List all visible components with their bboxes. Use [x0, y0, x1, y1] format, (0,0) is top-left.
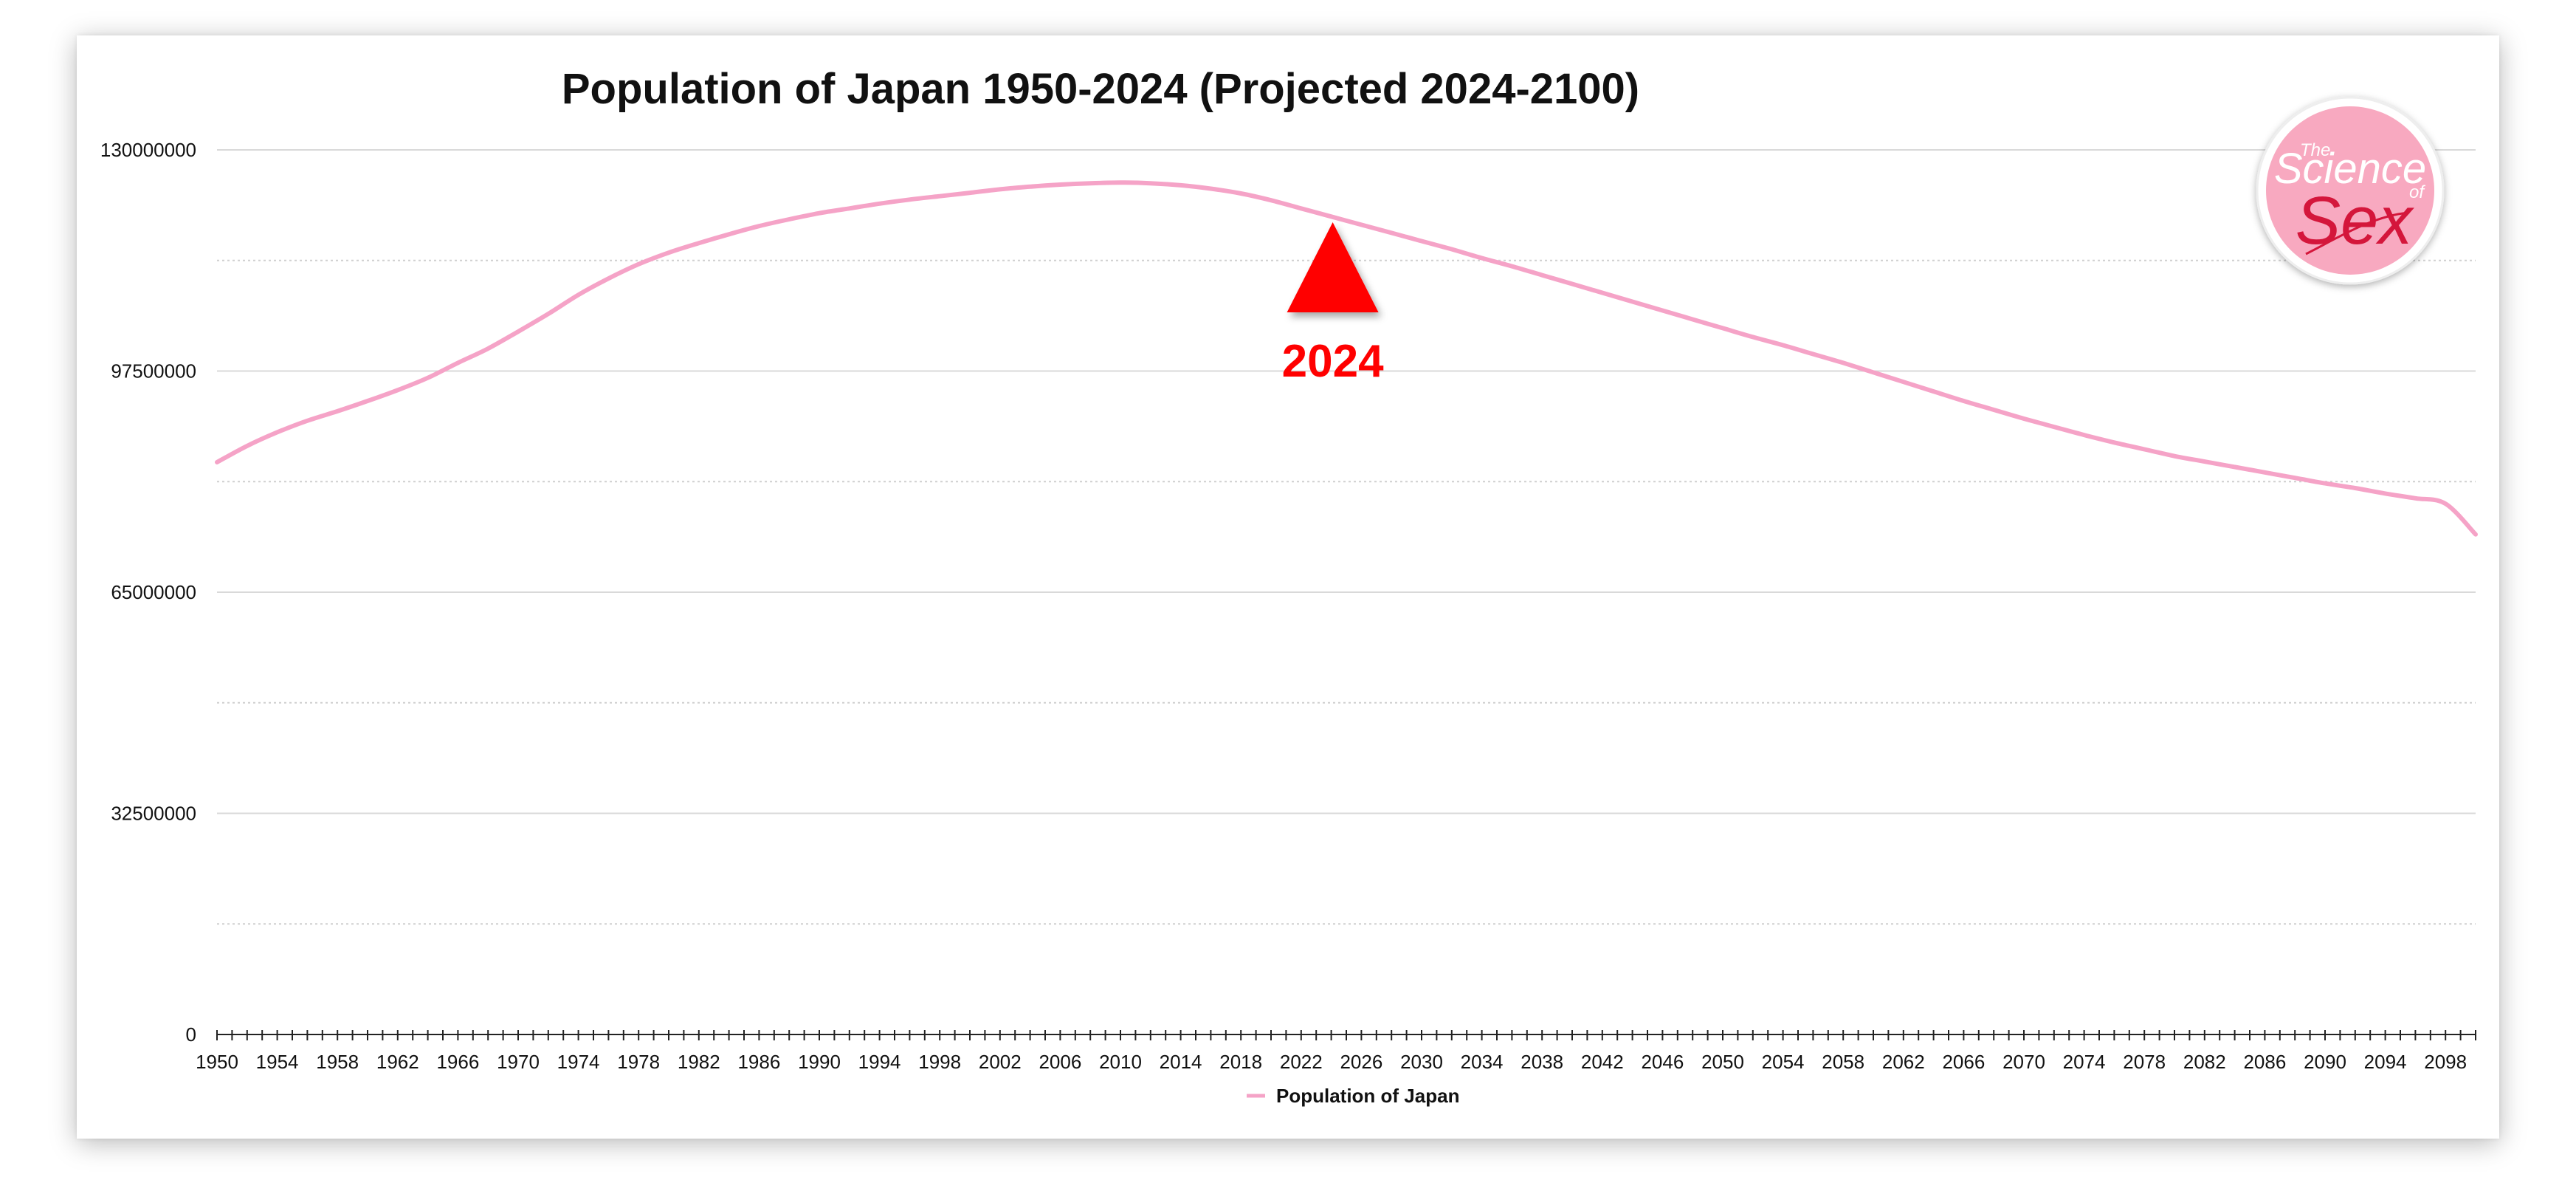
x-tick-label: 1978 — [617, 1051, 660, 1073]
x-tick-label: 2050 — [1701, 1051, 1744, 1073]
x-tick-label: 2010 — [1099, 1051, 1142, 1073]
gridlines — [217, 149, 2476, 925]
x-tick-label: 1994 — [858, 1051, 901, 1073]
x-tick-label: 1982 — [678, 1051, 720, 1073]
x-tick-label: 1998 — [918, 1051, 961, 1073]
x-tick-label: 2070 — [2002, 1051, 2045, 1073]
x-tick-label: 1990 — [798, 1051, 841, 1073]
y-tick-label: 130000000 — [100, 139, 196, 161]
annotation-2024: 2024 — [1282, 222, 1384, 387]
x-tick-label: 2042 — [1581, 1051, 1624, 1073]
series-lines — [215, 180, 2478, 537]
x-tick-label: 2074 — [2063, 1051, 2106, 1073]
x-tick-label: 2054 — [1762, 1051, 1805, 1073]
x-tick-label: 1954 — [256, 1051, 299, 1073]
x-tick-label: 1966 — [436, 1051, 479, 1073]
x-tick-label: 2082 — [2183, 1051, 2226, 1073]
x-tick-label: 2034 — [1461, 1051, 1504, 1073]
x-tick-label: 2058 — [1822, 1051, 1864, 1073]
svg-text:of: of — [2409, 182, 2425, 202]
y-tick-label: 0 — [186, 1023, 196, 1046]
x-tick-label: 1970 — [497, 1051, 540, 1073]
x-tick-label: 2038 — [1521, 1051, 1563, 1073]
y-tick-label: 32500000 — [111, 803, 196, 825]
x-tick-label: 1962 — [376, 1051, 419, 1073]
legend: Population of Japan — [1247, 1085, 1459, 1107]
x-tick-label: 2046 — [1641, 1051, 1684, 1073]
x-tick-label: 2002 — [979, 1051, 1022, 1073]
svg-text:Science: Science — [2274, 145, 2426, 193]
annotation-label: 2024 — [1282, 336, 1384, 387]
x-tick-label: 1958 — [316, 1051, 359, 1073]
x-tick-label: 2026 — [1340, 1051, 1382, 1073]
x-tick-label: 2066 — [1942, 1051, 1985, 1073]
y-tick-label: 97500000 — [111, 360, 196, 382]
x-tick-label: 1974 — [557, 1051, 600, 1073]
up-triangle-icon — [1287, 222, 1379, 312]
x-tick-label: 2022 — [1280, 1051, 1323, 1073]
x-tick-label: 2014 — [1160, 1051, 1202, 1073]
chart-title: Population of Japan 1950-2024 (Projected… — [562, 65, 1639, 113]
population-line — [215, 180, 2478, 537]
legend-label: Population of Japan — [1276, 1085, 1459, 1107]
x-tick-label: 1986 — [737, 1051, 780, 1073]
x-tick-label: 2018 — [1219, 1051, 1262, 1073]
y-tick-label: 65000000 — [111, 581, 196, 603]
x-tick-label: 2078 — [2123, 1051, 2166, 1073]
x-tick-label: 2086 — [2243, 1051, 2286, 1073]
x-tick-label: 2030 — [1400, 1051, 1443, 1073]
line-chart: Population of Japan 1950-2024 (Projected… — [100, 65, 2478, 1107]
x-tick-label: 1950 — [196, 1051, 238, 1073]
the-science-of-sex-logo: The Science of Sex — [2256, 96, 2445, 285]
x-tick-label: 2090 — [2304, 1051, 2346, 1073]
y-axis-tick-labels: 0 32500000 65000000 97500000 130000000 — [100, 139, 196, 1046]
x-tick-label: 2094 — [2364, 1051, 2407, 1073]
chart-card: Population of Japan 1950-2024 (Projected… — [77, 35, 2499, 1139]
svg-text:Sex: Sex — [2296, 183, 2415, 258]
x-tick-label: 2062 — [1882, 1051, 1925, 1073]
x-tick-label: 2098 — [2424, 1051, 2467, 1073]
x-tick-label: 2006 — [1039, 1051, 1081, 1073]
svg-text:The: The — [2300, 140, 2330, 160]
x-axis: 1950 1954 1958 1962 1966 1970 1974 1978 1982 1986… — [196, 1030, 2476, 1073]
